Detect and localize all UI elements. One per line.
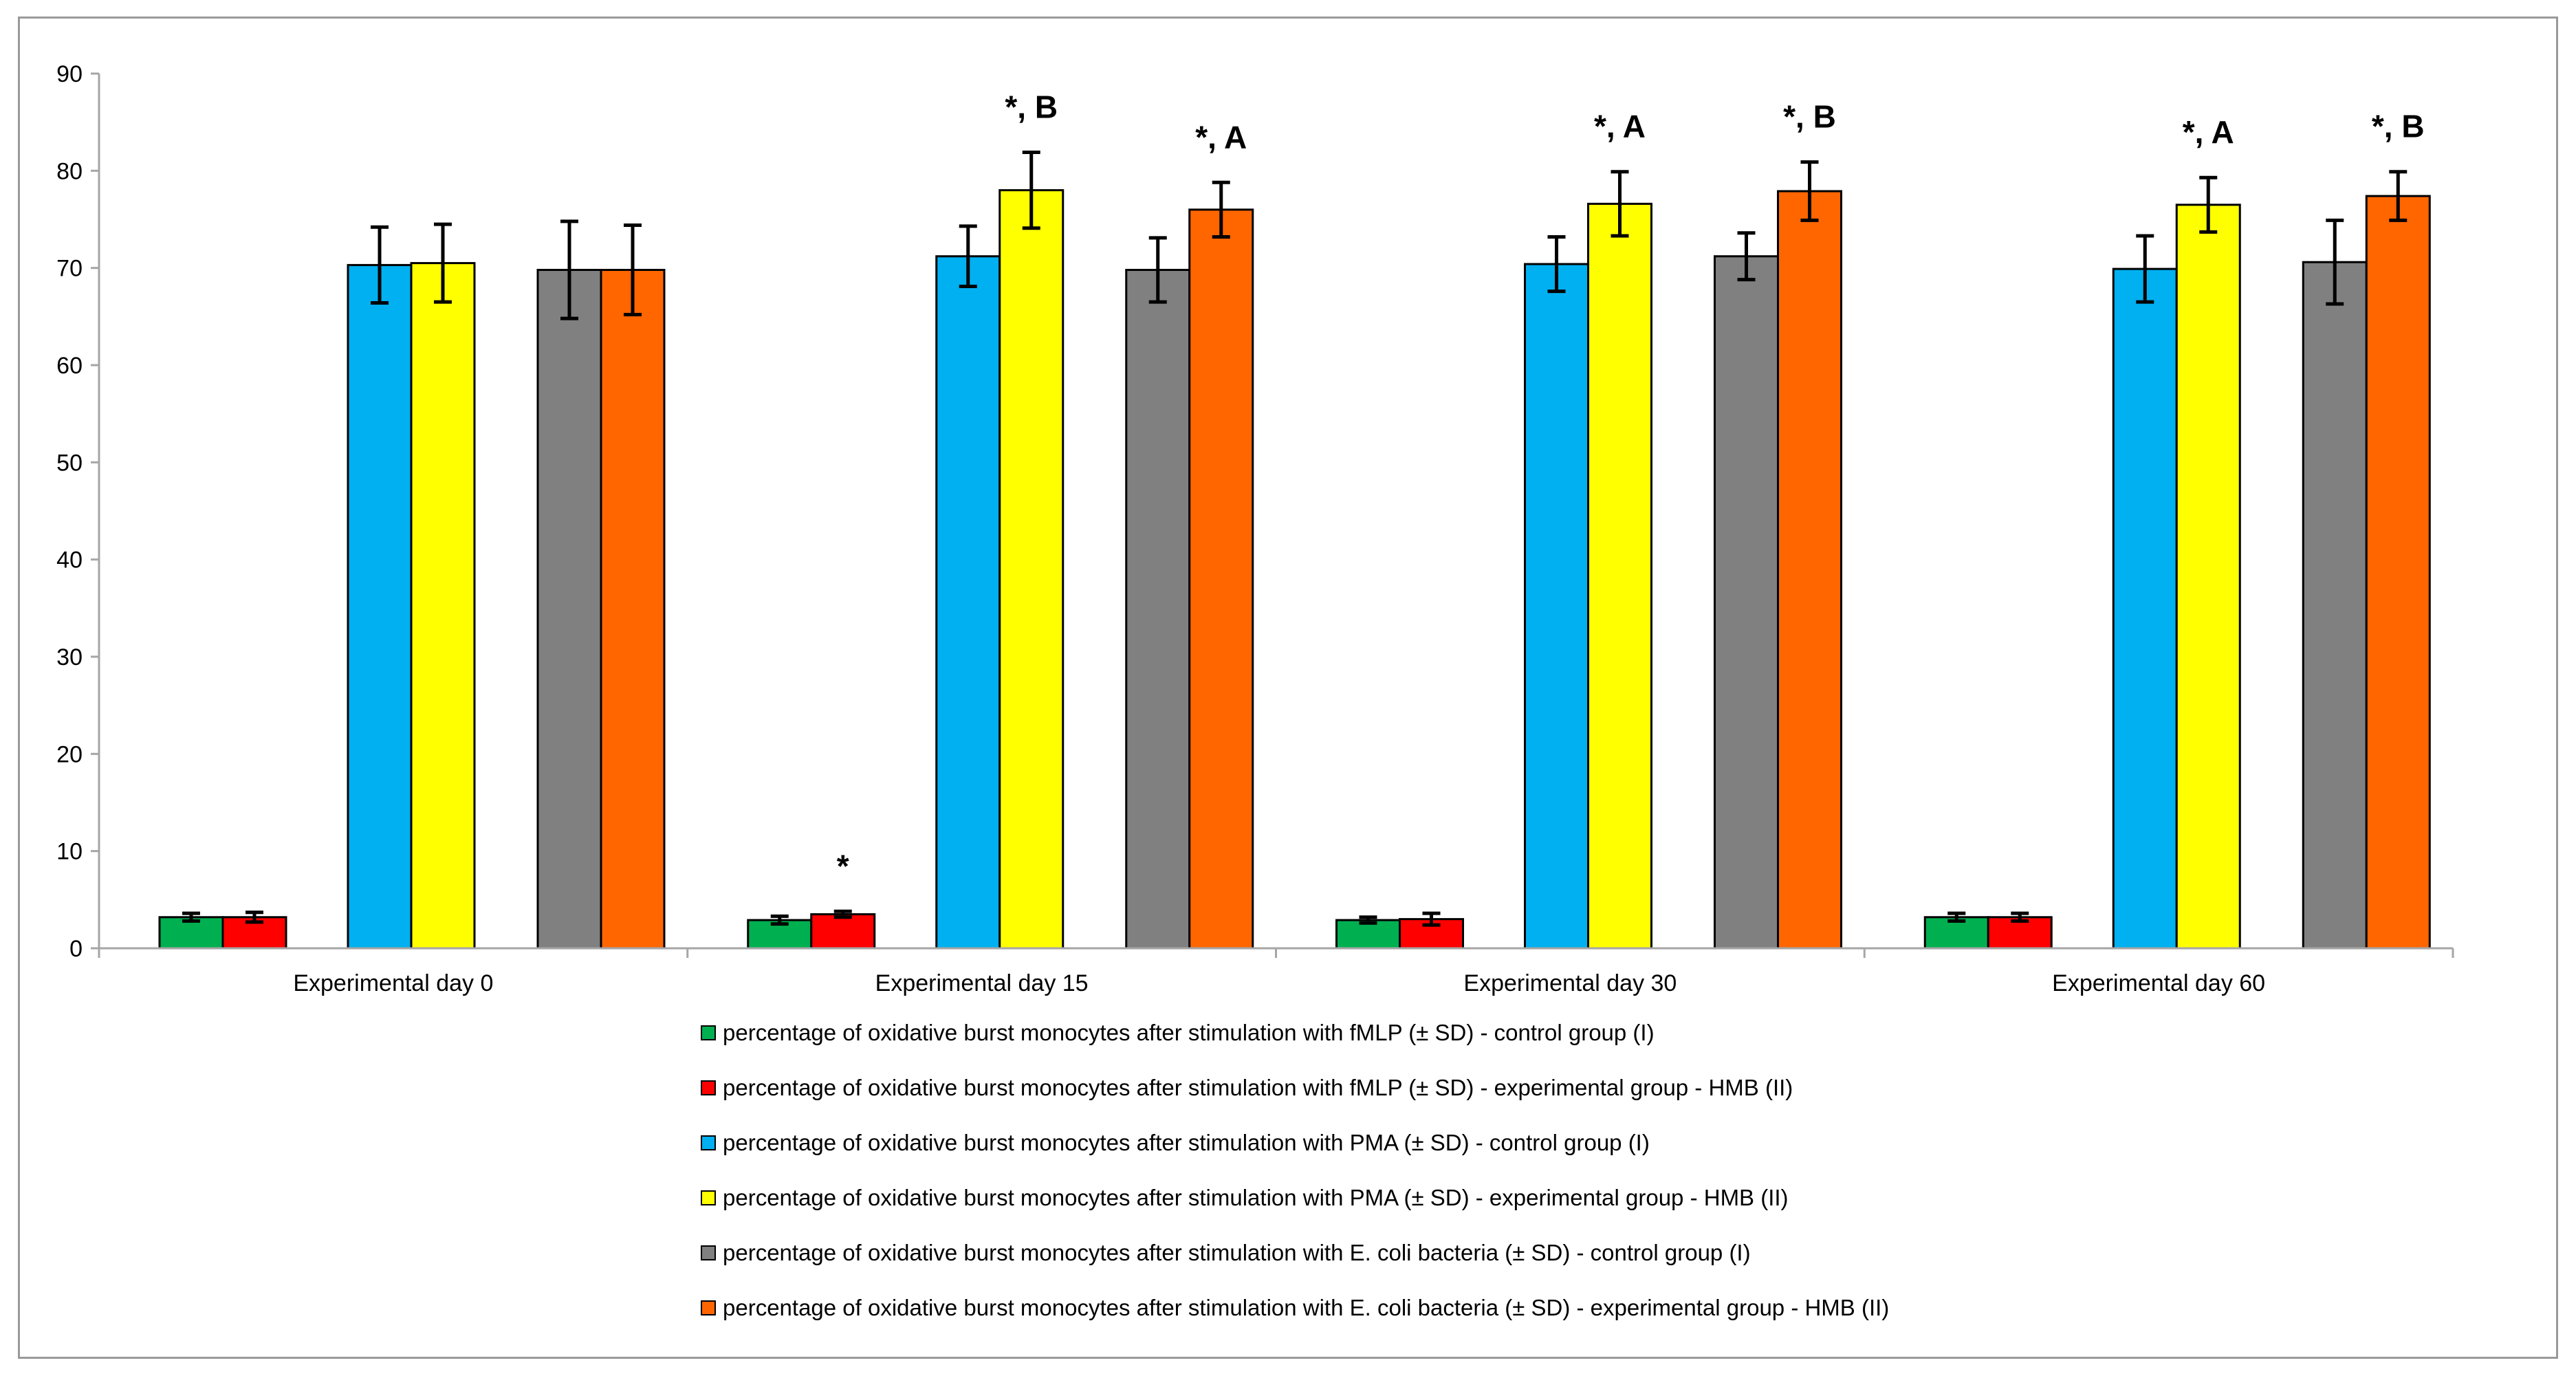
bar (1714, 255, 1779, 950)
y-tick-label: 40 (56, 547, 83, 574)
legend-swatch (701, 1190, 716, 1205)
y-tick-label: 70 (56, 256, 83, 282)
y-tick-label: 0 (69, 936, 83, 962)
bar (810, 913, 876, 950)
legend-swatch (701, 1080, 716, 1095)
x-category-label: Experimental day 30 (1463, 970, 1677, 996)
bar (998, 189, 1065, 950)
bar (1777, 190, 1842, 950)
significance-label: *, B (2372, 109, 2425, 144)
bar (1524, 263, 1589, 950)
y-tick-label: 10 (56, 839, 83, 865)
bar (2112, 267, 2178, 950)
y-tick-label: 50 (56, 450, 83, 476)
legend-label: percentage of oxidative burst monocytes … (723, 1240, 1751, 1265)
legend-swatch (701, 1135, 716, 1150)
significance-label: *, A (1195, 119, 1247, 155)
legend-swatch (701, 1300, 716, 1315)
y-tick-label: 80 (56, 158, 83, 184)
bar-chart: 0 10 20 30 40 50 60 70 80 90 Experimental day 0 Ex… (56, 61, 2454, 996)
y-tick-label: 90 (56, 61, 83, 87)
bar (1125, 268, 1191, 950)
bar (347, 263, 413, 950)
legend-item: percentage of oxidative burst monocytes … (701, 1074, 1889, 1102)
legend-swatch (701, 1245, 716, 1260)
y-tick-label: 30 (56, 644, 83, 670)
legend-item: percentage of oxidative burst monocytes … (701, 1239, 1889, 1267)
bar (410, 262, 476, 950)
legend-label: percentage of oxidative burst monocytes … (723, 1020, 1655, 1045)
bar (2302, 261, 2368, 950)
bar (536, 268, 602, 950)
y-tick-label: 20 (56, 741, 83, 767)
chart-frame: 0 10 20 30 40 50 60 70 80 90 Experimental day 0 Ex… (18, 17, 2558, 1359)
legend-swatch (701, 1025, 716, 1040)
significance-label: *, B (1783, 99, 1836, 135)
x-category-label: Experimental day 15 (875, 970, 1089, 996)
y-tick-label: 60 (56, 353, 83, 379)
bar (2175, 204, 2241, 950)
x-category-label: Experimental day 0 (293, 970, 493, 996)
significance-label: *, B (1005, 89, 1058, 124)
bar (1188, 208, 1254, 950)
bar (2365, 195, 2431, 950)
legend-item: percentage of oxidative burst monocytes … (701, 1129, 1889, 1157)
significance-label: *, A (1594, 109, 1646, 144)
bar (600, 268, 666, 950)
legend-label: percentage of oxidative burst monocytes … (723, 1295, 1890, 1320)
significance-label: * (837, 848, 849, 884)
legend-label: percentage of oxidative burst monocytes … (723, 1185, 1789, 1210)
legend: percentage of oxidative burst monocytes … (701, 1019, 1889, 1322)
legend-item: percentage of oxidative burst monocytes … (701, 1294, 1889, 1322)
bar (1587, 202, 1652, 950)
significance-label: *, A (2183, 114, 2234, 150)
x-category-label: Experimental day 60 (2052, 970, 2265, 996)
bar (935, 255, 1001, 950)
legend-item: percentage of oxidative burst monocytes … (701, 1019, 1889, 1047)
legend-label: percentage of oxidative burst monocytes … (723, 1130, 1650, 1155)
legend-item: percentage of oxidative burst monocytes … (701, 1184, 1889, 1212)
legend-label: percentage of oxidative burst monocytes … (723, 1075, 1793, 1100)
